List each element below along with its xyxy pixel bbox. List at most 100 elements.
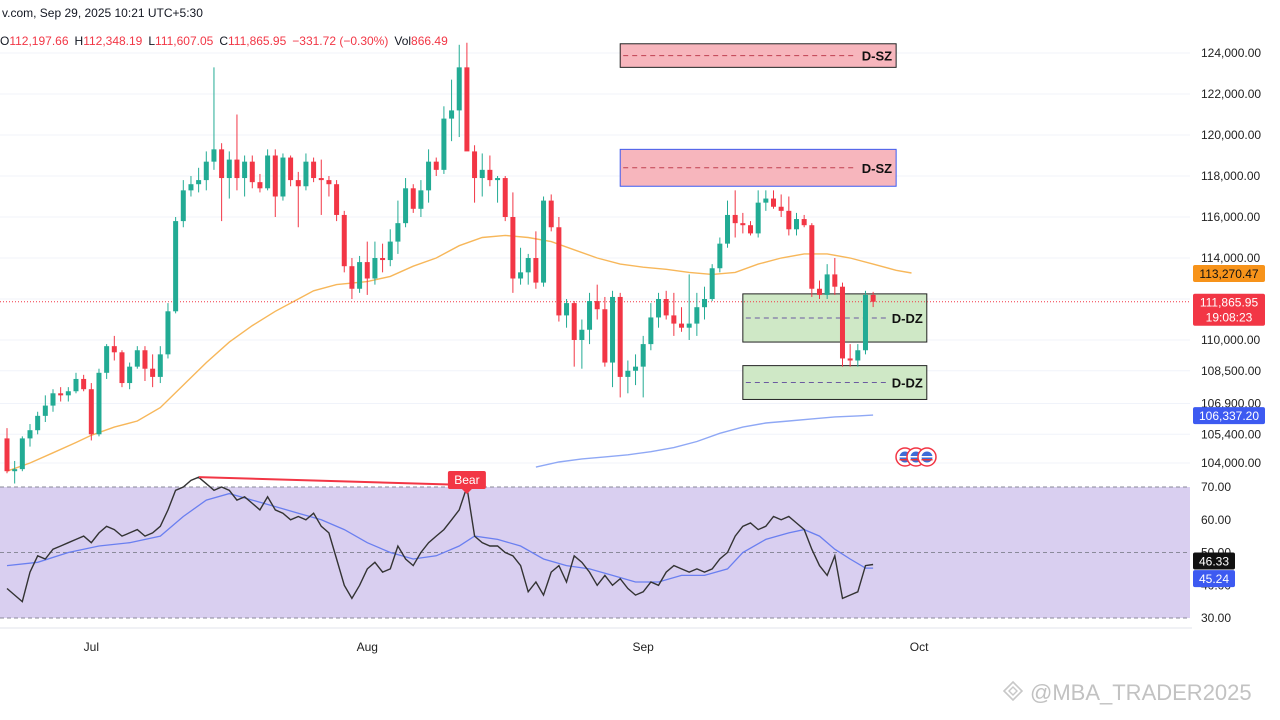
candle-up[interactable] [203,151,209,191]
candle-down[interactable] [671,292,677,336]
time-axis[interactable]: Jul Aug Sep Oct [0,627,1192,654]
candle-down[interactable] [249,155,255,189]
candle-up[interactable] [479,153,485,197]
candle-up[interactable] [50,389,56,412]
candle-down[interactable] [142,346,148,381]
candle-down[interactable] [839,282,845,367]
candle-up[interactable] [65,387,71,402]
candle-down[interactable] [809,223,815,297]
candle-down[interactable] [816,280,822,299]
candle-down[interactable] [617,292,623,398]
candle-down[interactable] [732,190,738,238]
candle-down[interactable] [81,374,87,392]
candle-up[interactable] [104,344,110,379]
candle-up[interactable] [418,180,424,217]
candle-up[interactable] [127,362,133,390]
candle-up[interactable] [19,436,25,472]
candle-up[interactable] [725,200,731,248]
candle-up[interactable] [226,151,232,199]
candle-down[interactable] [464,42,470,152]
candle-up[interactable] [625,360,631,394]
candle-down[interactable] [663,290,669,320]
candle-down[interactable] [111,335,117,361]
candle-down[interactable] [410,184,416,213]
candle-up[interactable] [525,253,531,285]
candle-down[interactable] [349,258,355,299]
candle-up[interactable] [709,264,715,302]
candle-up[interactable] [824,264,830,299]
candle-up[interactable] [717,237,723,273]
candle-up[interactable] [242,155,248,197]
candle-down[interactable] [364,241,370,295]
candle-up[interactable] [134,346,140,369]
candle-down[interactable] [326,176,332,197]
candle-down[interactable] [334,180,340,222]
candle-down[interactable] [433,157,439,176]
candle-down[interactable] [571,301,577,367]
candle-up[interactable] [587,292,593,345]
candle-up[interactable] [372,241,378,285]
candle-down[interactable] [150,354,156,388]
candle-up[interactable] [855,344,861,367]
candle-up[interactable] [42,395,48,422]
candle-up[interactable] [862,290,868,355]
candle-up[interactable] [579,319,585,369]
candle-down[interactable] [119,350,125,388]
candle-up[interactable] [610,290,616,388]
price-axis[interactable]: 124,000.00 122,000.00 120,000.00 118,000.00… [1192,0,1280,640]
candle-down[interactable] [548,194,554,232]
candle-down[interactable] [4,428,10,474]
candle-up[interactable] [35,411,41,435]
candle-up[interactable] [541,196,547,287]
candle-up[interactable] [303,153,309,191]
candle-down[interactable] [88,383,94,441]
candle-up[interactable] [686,274,692,340]
candle-down[interactable] [801,214,807,228]
candle-down[interactable] [602,296,608,367]
candle-down[interactable] [533,231,539,289]
candle-up[interactable] [387,229,393,267]
candle-down[interactable] [778,194,784,217]
candle-up[interactable] [793,212,799,236]
candle-up[interactable] [694,292,700,336]
candle-up[interactable] [456,44,462,138]
candle-up[interactable] [495,176,501,203]
candle-up[interactable] [196,167,202,193]
candle-down[interactable] [832,258,838,295]
candle-down[interactable] [234,114,240,191]
candle-up[interactable] [180,180,186,228]
candle-down[interactable] [219,143,225,222]
candle-down[interactable] [318,159,324,215]
candle-up[interactable] [27,424,33,447]
candle-up[interactable] [12,460,18,484]
candle-up[interactable] [640,335,646,398]
candle-down[interactable] [847,344,853,367]
candle-up[interactable] [280,153,286,201]
candle-down[interactable] [594,284,600,320]
candle-up[interactable] [73,372,79,394]
rsi-panel[interactable]: Bear [0,471,1190,619]
candle-up[interactable] [211,67,217,170]
candle-up[interactable] [96,368,102,437]
candle-up[interactable] [702,286,708,320]
candle-down[interactable] [786,196,792,236]
candle-down[interactable] [288,155,294,187]
candle-up[interactable] [449,79,455,142]
candle-up[interactable] [648,303,654,351]
candle-down[interactable] [311,157,317,183]
candle-up[interactable] [173,217,179,314]
candle-up[interactable] [426,149,432,203]
candle-down[interactable] [487,155,493,187]
candle-down[interactable] [257,173,263,193]
candle-down[interactable] [771,190,776,209]
candle-up[interactable] [518,247,524,285]
candle-up[interactable] [188,176,194,197]
candle-up[interactable] [157,346,163,384]
candle-up[interactable] [265,149,271,191]
candle-down[interactable] [472,145,478,203]
candle-up[interactable] [395,200,401,254]
candle-down[interactable] [58,387,64,402]
candle-up[interactable] [755,190,761,238]
candle-up[interactable] [403,178,409,228]
